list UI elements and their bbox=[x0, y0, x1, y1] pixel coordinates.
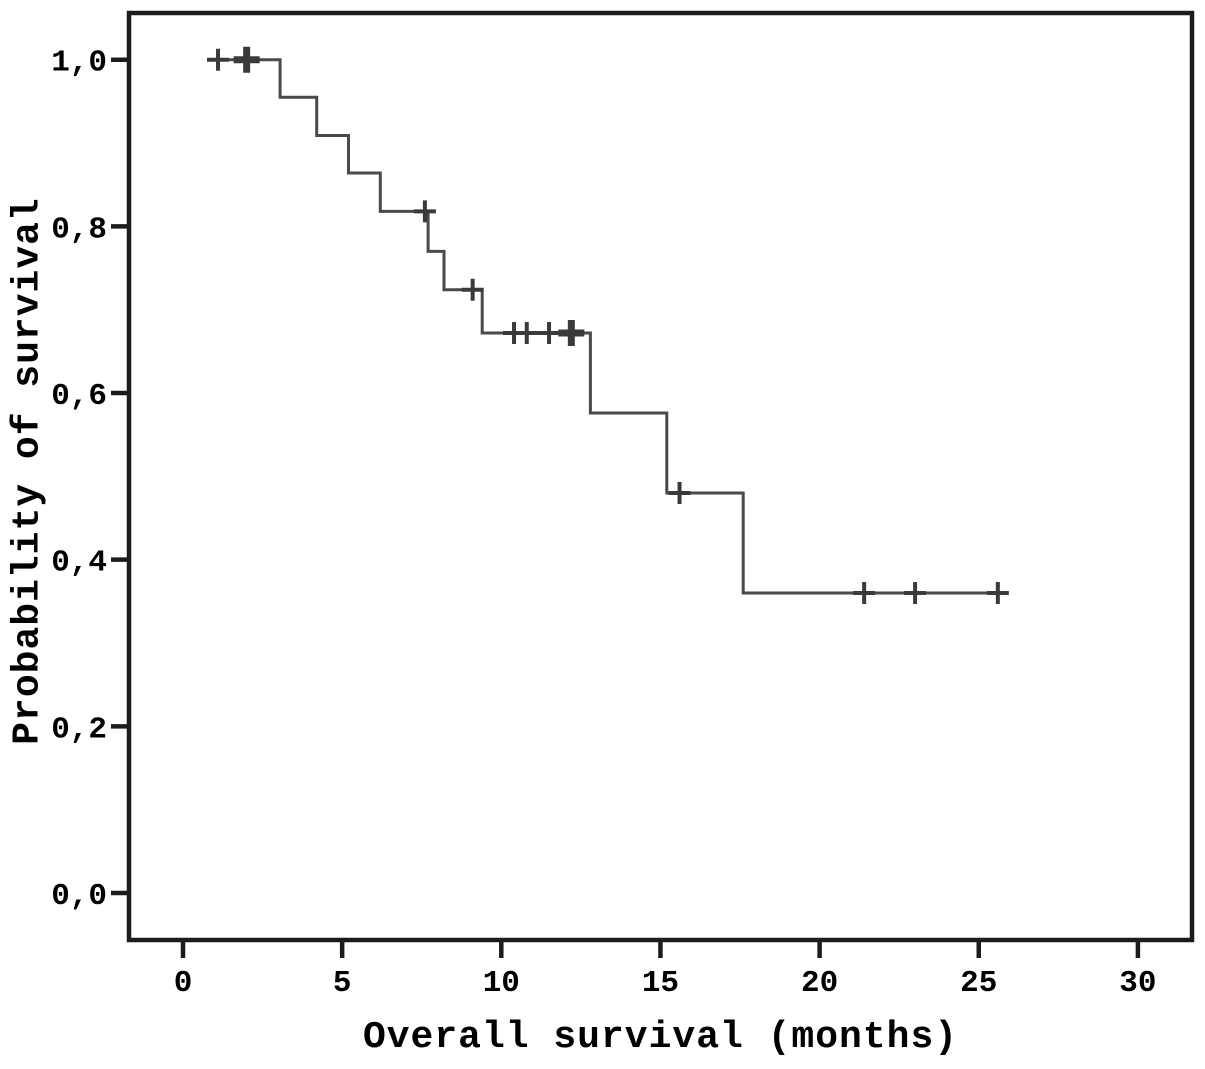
y-tick-label: 0,8 bbox=[51, 212, 107, 247]
censor-mark bbox=[538, 322, 561, 345]
x-tick-label: 20 bbox=[801, 966, 838, 1001]
y-axis-title: Probability of survival bbox=[6, 197, 50, 745]
censor-mark bbox=[986, 582, 1009, 605]
survival-step-curve bbox=[208, 58, 1008, 595]
censor-mark bbox=[207, 48, 230, 71]
censor-mark bbox=[233, 46, 260, 73]
y-tick-label: 0,6 bbox=[51, 379, 107, 414]
x-tick-label: 30 bbox=[1119, 966, 1156, 1001]
censor-mark bbox=[668, 482, 691, 505]
x-tick-label: 0 bbox=[174, 966, 193, 1001]
x-tick-label: 5 bbox=[333, 966, 352, 1001]
x-tick-label: 25 bbox=[960, 966, 997, 1001]
x-tick-label: 10 bbox=[483, 966, 520, 1001]
censor-mark bbox=[413, 200, 436, 223]
y-tick-label: 0,2 bbox=[51, 712, 107, 747]
censor-mark bbox=[558, 320, 585, 347]
censor-mark bbox=[461, 278, 484, 301]
y-tick-label: 0,4 bbox=[51, 546, 107, 581]
y-tick-label: 1,0 bbox=[51, 46, 107, 81]
censor-mark bbox=[853, 582, 876, 605]
x-axis-title: Overall survival (months) bbox=[362, 1016, 959, 1059]
plot-border bbox=[126, 10, 1195, 943]
censor-mark bbox=[515, 322, 538, 345]
censor-mark bbox=[904, 582, 927, 605]
x-tick-label: 15 bbox=[642, 966, 679, 1001]
y-tick-label: 0,0 bbox=[51, 879, 107, 914]
